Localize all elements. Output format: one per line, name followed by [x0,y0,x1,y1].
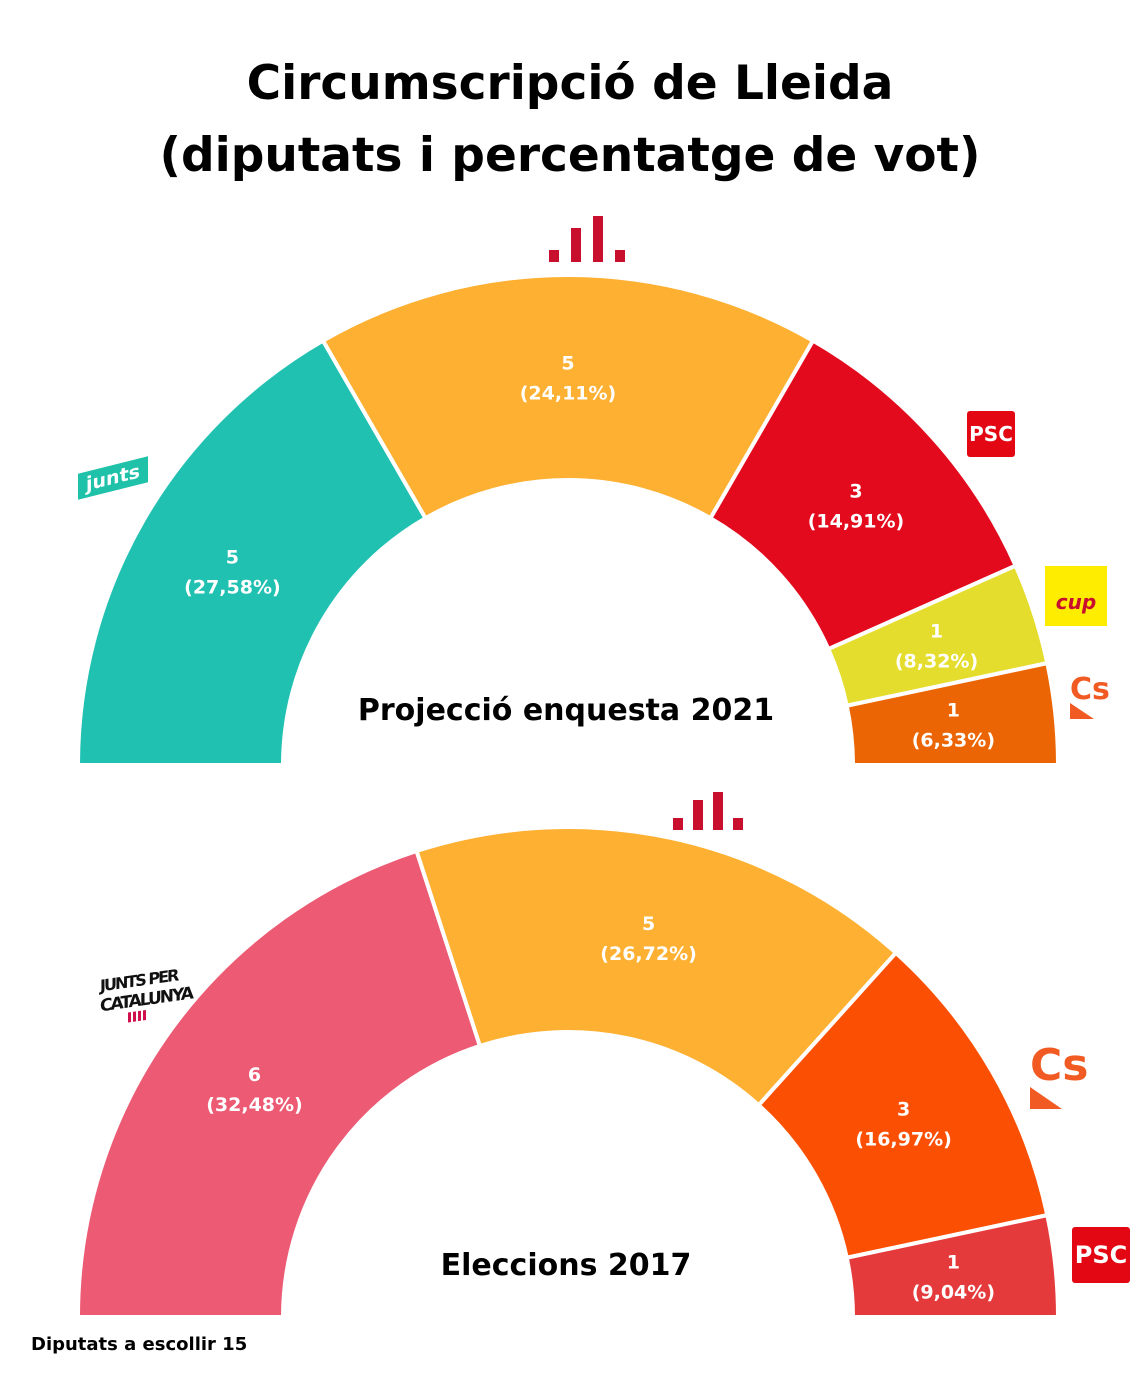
chart2-pct-label-erc: (26,72%) [600,943,697,965]
chart2-subtitle: Eleccions 2017 [440,1248,692,1283]
chart2-segment-jxcat [75,848,483,1319]
chart2-pct-label-cs: (16,97%) [855,1128,952,1150]
chart1-segment-cs [844,660,1061,767]
chart-title-line1: Circumscripció de Lleida [246,56,894,111]
chart2-segment-erc [414,825,899,1109]
erc-logo-icon [549,216,627,262]
chart1-subtitle: Projecció enquesta 2021 [357,693,775,728]
chart2-seats-label-erc: 5 [642,913,655,935]
cs-logo-icon: Cs [1070,672,1110,719]
chart1-pct-label-psc: (14,91%) [808,511,905,533]
chart1-pct-label-junts: (27,58%) [184,576,281,598]
psc-logo-icon: PSC [967,411,1015,457]
chart1-pct-label-cup: (8,32%) [895,650,978,672]
seats-footer: Diputats a escollir 15 [31,1334,248,1355]
erc-logo-icon-2017 [673,792,743,830]
chart2-seats-label-cs: 3 [897,1098,910,1120]
chart2-seats-label-psc: 1 [947,1251,960,1273]
cup-logo-icon: cup [1045,566,1107,626]
chart1-seats-label-psc: 3 [849,481,862,503]
chart-title-line2: (diputats i percentatge de vot) [159,128,981,183]
chart1-seats-label-cup: 1 [930,620,943,642]
cs-logo-text: Cs [1070,672,1110,707]
chart1-seats-label-junts: 5 [226,546,239,568]
chart2-segment-psc [844,1212,1061,1319]
chart1-seats-label-erc: 5 [561,353,574,375]
chart1-pct-label-erc: (24,11%) [520,383,617,405]
chart2-pct-label-psc: (9,04%) [912,1281,995,1303]
chart2-pct-label-jxcat: (32,48%) [206,1094,303,1116]
chart1-seats-label-cs: 1 [947,699,960,721]
cs-logo-text-2017: Cs [1030,1040,1089,1091]
psc-logo-icon-2017: PSC [1072,1227,1130,1283]
chart1-segment-erc [320,273,816,521]
chart2-seats-label-jxcat: 6 [248,1064,261,1086]
chart1-pct-label-cs: (6,33%) [912,729,995,751]
chart1-segment-junts [75,337,429,767]
cs-logo-icon-2017: Cs [1030,1040,1088,1109]
